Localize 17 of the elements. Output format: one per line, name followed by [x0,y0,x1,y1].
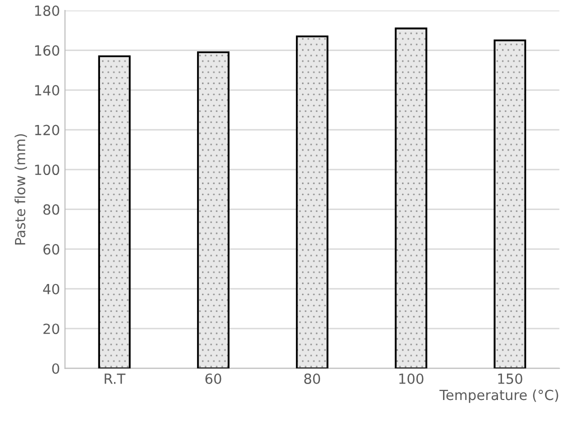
x-tick-label: 60 [205,373,222,384]
y-tick-label: 120 [35,124,60,136]
y-tick-label: 160 [35,45,60,56]
y-tick-label: 0 [52,363,60,374]
y-tick-label: 40 [43,284,60,294]
y-tick-label: 100 [35,164,60,176]
y-tick-label: 140 [35,85,60,96]
y-tick-label: 180 [35,5,60,16]
x-tick-label: R.T [104,374,126,384]
y-tick-label: 20 [43,324,60,334]
x-tick-label: 100 [399,373,424,384]
y-tick-label: 80 [43,204,60,215]
x-tick-label: 80 [304,373,320,384]
x-axis-title: Temperature (°C) [439,389,558,403]
y-tick-label: 60 [43,244,60,255]
y-axis-title: Paste flow (mm) [14,134,27,244]
x-tick-label: 150 [498,373,522,384]
